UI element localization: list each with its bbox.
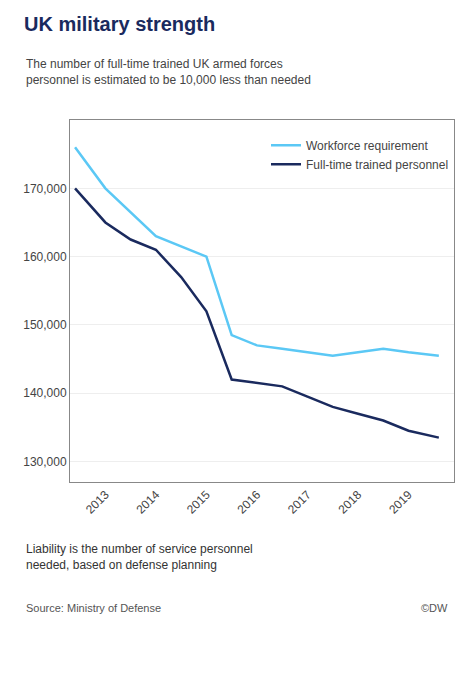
svg-text:130,000: 130,000 xyxy=(23,455,67,469)
svg-text:Source: Ministry of Defense: Source: Ministry of Defense xyxy=(26,602,161,614)
svg-text:UK military strength: UK military strength xyxy=(24,13,215,35)
svg-text:2014: 2014 xyxy=(133,488,162,517)
svg-text:170,000: 170,000 xyxy=(23,182,67,196)
svg-text:2019: 2019 xyxy=(386,488,415,517)
svg-text:The number of full-time traine: The number of full-time trained UK armed… xyxy=(26,57,311,87)
svg-text:2015: 2015 xyxy=(184,488,213,517)
svg-text:140,000: 140,000 xyxy=(23,386,67,400)
svg-text:150,000: 150,000 xyxy=(23,318,67,332)
svg-text:Full-time trained personnel: Full-time trained personnel xyxy=(306,158,448,172)
svg-text:160,000: 160,000 xyxy=(23,250,67,264)
svg-text:2016: 2016 xyxy=(235,488,264,517)
svg-text:©DW: ©DW xyxy=(421,602,448,614)
svg-text:2013: 2013 xyxy=(83,488,112,517)
svg-text:Workforce requirement: Workforce requirement xyxy=(306,139,428,153)
svg-text:2018: 2018 xyxy=(336,488,365,517)
svg-text:Liability is the number of ser: Liability is the number of service perso… xyxy=(26,542,253,572)
svg-text:2017: 2017 xyxy=(285,488,314,517)
